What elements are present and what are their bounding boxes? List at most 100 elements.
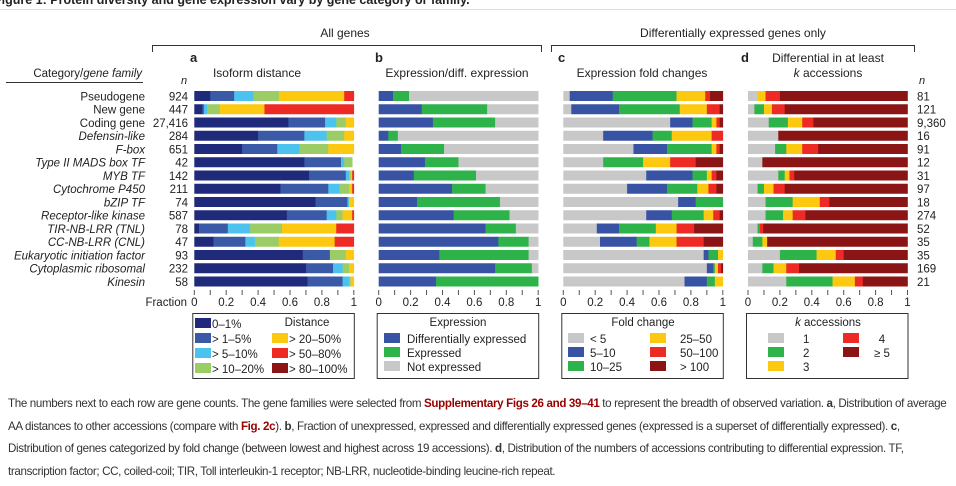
legend-box-b [376,313,540,379]
bar-segment-c-5 [711,130,724,141]
bar-segment-a-3 [234,91,254,101]
bar-segment-b-3 [485,183,539,194]
legend-title-b: Expression [430,317,487,329]
bar-segment-a-5 [344,130,355,141]
bar-segment-d-1 [748,250,781,260]
bar-segment-c-3 [619,223,657,234]
bar-segment-a-4 [250,223,283,234]
bar-segment-d-2 [765,210,784,221]
row-count: 232 [169,264,188,276]
bar-segment-a-2 [210,91,235,101]
row-count: 651 [169,144,188,156]
bar-segment-c-5 [711,170,717,181]
axis-tick-label: 0.2 [218,297,234,309]
bar-segment-a-3 [304,130,327,141]
legend-label-b: Expressed [407,348,461,360]
bar-segment-d-3 [786,144,803,154]
bar-segment-b-3 [528,236,539,247]
row-count-diff: 21 [917,277,930,289]
axis-tick-label: 0 [745,297,751,309]
axis-tick-label: 0.4 [619,297,636,309]
bar-segment-b-2 [439,250,529,260]
bar-segment-a-3 [342,276,350,287]
bar-segment-a-2 [315,197,348,207]
bar-segment-b-2 [485,223,517,234]
bar-segment-c-2 [646,170,693,181]
bar-segment-a-5 [349,263,355,274]
bar-segment-d-4 [792,210,806,221]
row-label: New gene [93,105,145,117]
bar-segment-b-1 [378,183,453,194]
panel-title-d: Differential in at least [772,51,885,65]
bar-segment-a-2 [288,117,326,128]
bar-segment-b-1 [378,236,499,247]
row-count-diff: 9,360 [917,118,946,130]
bar-segment-b-1 [378,130,389,141]
bar-segment-a-4 [326,130,345,141]
bar-segment-a-2 [286,210,327,221]
bar-segment-c-3 [603,157,644,168]
bar-segment-a-1 [194,144,243,154]
bar-segment-b-3 [409,91,539,101]
legend-label-a: > 20–50% [289,334,341,346]
row-label: Cytochrome P450 [53,184,146,196]
bar-segment-b-3 [515,223,539,234]
bar-segment-b-1 [378,197,418,207]
row-label: Eukaryotic initiation factor [14,250,146,262]
axis-tick-label: 0.2 [587,297,603,309]
legend-label-a: > 5–10% [212,349,258,361]
bar-segment-d-2 [754,104,765,115]
legend-label-a: > 1–5% [212,334,251,346]
legend-label-c: 25–50 [680,334,712,346]
panel-title-a: Isoform distance [213,66,301,80]
axis-tick-label: 0 [375,297,381,309]
bar-segment-a-5 [349,183,353,194]
bar-segment-b-1 [378,170,415,181]
bar-segment-a-1 [194,197,316,207]
bar-segment-b-2 [393,91,410,101]
legend-label-a: > 80–100% [289,364,348,376]
legend-swatch-c [568,333,584,343]
bar-segment-c-4 [649,236,677,247]
bar-segment-b-3 [397,130,539,141]
row-count: 47 [175,237,188,249]
legend-swatch-d [768,347,784,357]
bar-segment-a-4 [349,170,351,181]
bar-segment-a-3 [341,157,345,168]
bar-segment-a-1 [194,104,203,115]
bar-segment-a-3 [328,183,340,194]
legend-swatch-d [843,347,859,357]
panel-letter-b: b [375,50,383,65]
bar-segment-c-3 [666,183,698,194]
bar-segment-d-5 [784,104,908,115]
bar-segment-d-5 [829,197,908,207]
row-count: 284 [169,131,189,143]
bar-segment-a-2 [242,144,278,154]
bar-segment-c-3 [612,91,677,101]
bar-segment-a-2 [199,223,229,234]
bar-segment-a-4 [254,236,280,247]
axis-tick-label: 0.4 [250,297,267,309]
bar-segment-c-5 [713,210,720,221]
bar-segment-d-5 [762,157,908,168]
fig-2c-link[interactable]: Fig. 2c [240,419,276,433]
bar-segment-a-4 [349,276,351,287]
axis-tick-label: 1 [904,297,910,309]
bar-segment-d-1 [748,197,766,207]
bar-segment-d-4 [835,250,844,260]
bar-segment-b-1 [378,104,423,115]
bar-segment-c-2 [599,236,637,247]
legend-swatch-b [384,333,400,343]
bar-segment-b-1 [378,210,454,221]
bar-segment-a-5 [350,170,353,181]
row-label: Receptor-like kinase [41,211,145,223]
bar-segment-a-2 [202,104,205,115]
bar-segment-c-5 [716,117,720,128]
bar-segment-a-6 [264,104,355,115]
bar-segment-a-3 [325,117,337,128]
supplementary-figs-link[interactable]: Supplementary Figs 26 and 39–41 [424,397,600,410]
bar-segment-a-3 [277,144,300,154]
bar-segment-a-4 [344,157,353,168]
bar-segment-d-1 [748,91,758,101]
legend-swatch-c [568,347,584,357]
